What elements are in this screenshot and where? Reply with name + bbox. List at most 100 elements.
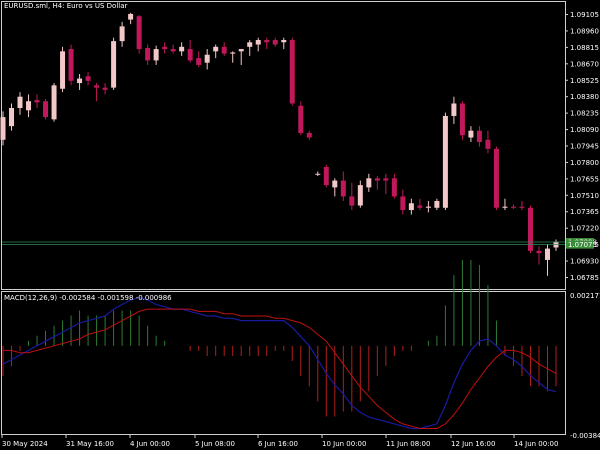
macd-indicator [2,259,557,430]
candle-body [298,105,304,133]
price-axis-label: 1.08670 [570,60,599,68]
price-tag-label: 1.07075 [568,241,597,249]
candle-body [77,78,83,84]
price-axis-label: 1.08090 [570,126,599,134]
macd-label: MACD(12,26,9) -0.002584 -0.001598 -0.000… [4,294,172,302]
candle-body [247,42,253,47]
candle-body [366,178,372,188]
candle-body [17,96,23,109]
time-axis-label: 12 Jun 16:00 [451,440,495,448]
candle-body [51,85,57,120]
candle-body [170,49,176,52]
candle-body [102,87,108,90]
time-axis-label: 5 Jun 08:00 [195,440,235,448]
price-axis-label: 1.07655 [570,175,599,183]
candle-body [179,46,185,52]
time-axis-label: 30 May 2024 [2,440,48,448]
price-axis-label: 1.08235 [570,110,599,118]
price-axis-label: 1.08960 [570,27,599,35]
candle-body [213,46,219,52]
candle-body [417,205,423,208]
candle-body [153,49,159,61]
time-axis-label: 6 Jun 16:00 [258,440,298,448]
candle-body [128,13,134,20]
candle-body [221,46,227,54]
price-axis-label: 1.07510 [570,192,599,200]
candle-body [306,132,312,138]
time-axis-label: 4 Jun 00:00 [130,440,170,448]
candle-body [94,85,100,88]
candle-body [451,103,457,116]
candle-body [468,130,474,138]
candle-body [289,40,295,104]
candle-body [43,101,49,118]
candle-body [119,26,125,42]
candle-body [434,200,440,208]
candle-body [111,41,117,88]
candle-body [408,203,414,211]
candle-body [145,47,151,61]
candle-body [357,185,363,206]
candle-body [340,180,346,197]
candle-body [85,76,91,81]
price-axis-label: 1.08525 [570,77,599,85]
candle-body [544,248,550,260]
candle-body [519,206,525,208]
candle-body [187,49,193,61]
candle-body [400,196,406,211]
macd-signal-line [3,308,557,429]
candle-body [204,54,210,63]
candle-body [323,166,329,186]
time-axis-label: 14 Jun 00:00 [514,440,558,448]
candle-body [502,206,508,208]
candle-body [485,139,491,149]
price-axis-label: 1.06930 [570,258,599,266]
macd-axis-bottom-label: -0.003841 [570,432,600,440]
candle-body [68,49,74,81]
candle-body [196,58,202,65]
candle-body [272,40,278,45]
candle-body [9,108,15,127]
candle-body [136,16,142,50]
candle-body [527,207,533,251]
candle-body [0,117,6,140]
candle-body [459,103,465,136]
macd-main-line [2,296,557,430]
candle-body [425,206,431,208]
candle-body [383,178,389,181]
candlestick-series [0,12,559,276]
price-axis-label: 1.09105 [570,11,599,19]
candle-body [281,40,287,43]
candle-body [442,115,448,208]
candle-body [476,130,482,143]
candle-body [349,196,355,206]
candle-body [26,101,32,111]
time-axis-label: 31 May 16:00 [66,440,114,448]
price-axis-label: 1.07800 [570,159,599,167]
candle-body [536,250,542,254]
candle-body [162,46,168,50]
candle-body [238,49,244,52]
price-axis-label: 1.06785 [570,274,599,282]
candle-body [374,178,380,181]
candle-body [34,100,40,103]
candle-body [315,173,321,175]
macd-axis-top-label: 0.002171 [570,292,600,300]
candle-body [264,40,270,43]
time-axis-label: 10 Jun 00:00 [322,440,366,448]
price-axis-label: 1.07365 [570,208,599,216]
price-axis-label: 1.08380 [570,93,599,101]
macd-panel-frame [1,291,566,435]
candle-body [255,40,261,45]
price-axis-label: 1.08815 [570,44,599,52]
candle-body [60,51,66,89]
candle-body [510,206,516,208]
price-axis-label: 1.07220 [570,225,599,233]
time-axis: 30 May 2024 31 May 16:00 4 Jun 00:00 5 Jun … [1,435,558,448]
price-axis-label: 1.07945 [570,143,599,151]
candle-body [230,52,236,54]
time-axis-label: 11 Jun 08:00 [386,440,430,448]
price-axis: 1.09105 1.08960 1.08815 1.08670 1.08525 1.083… [2,11,599,282]
candle-body [391,178,397,197]
